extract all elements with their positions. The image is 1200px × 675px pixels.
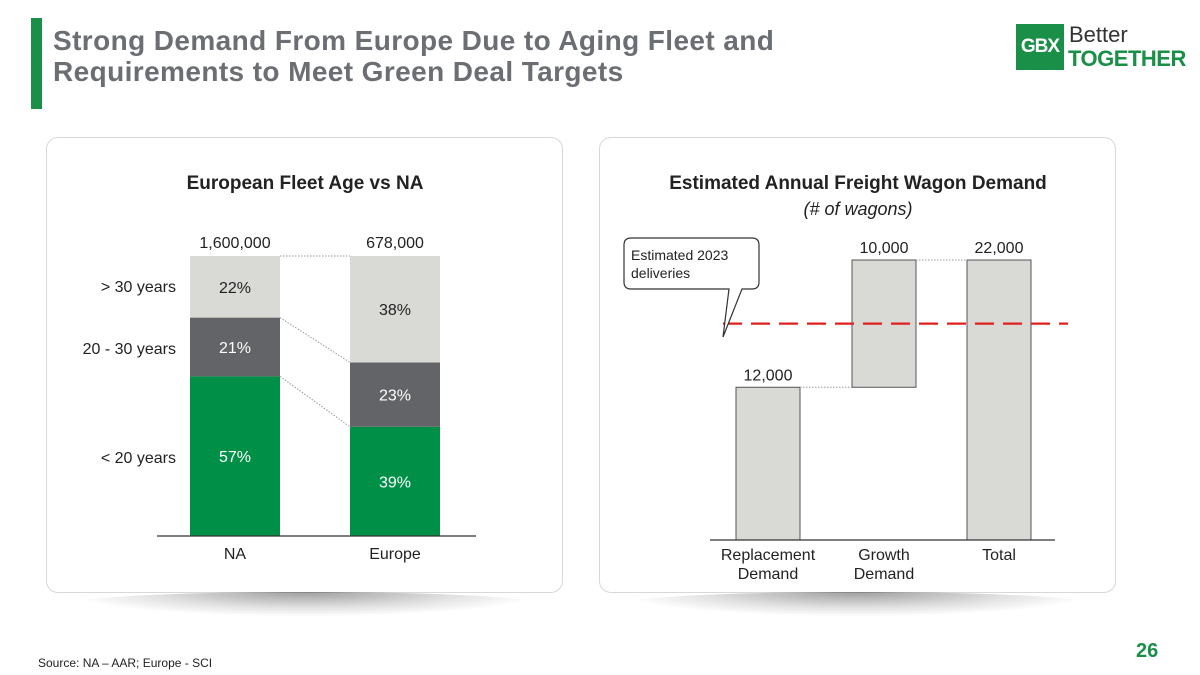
wagon-demand-chart-subtitle: (# of wagons) <box>803 199 912 219</box>
fleet-age-bar-na-segment <box>190 256 280 318</box>
wagon-demand-category-label: Growth <box>858 547 910 564</box>
fleet-age-total-label: 1,600,000 <box>199 235 270 252</box>
estimated-deliveries-callout-text: Estimated 2023 <box>631 247 728 263</box>
fleet-age-total-label: 678,000 <box>366 235 424 252</box>
fleet-age-bar-na-segment <box>190 376 280 536</box>
fleet-age-connector <box>279 375 351 428</box>
fleet-age-bar-na-segment <box>190 317 280 377</box>
wagon-demand-bar <box>966 259 1032 541</box>
slide-title: Strong Demand From Europe Due to Aging F… <box>53 25 775 87</box>
wagon-demand-bar <box>735 386 801 541</box>
page-number: 26 <box>1136 640 1159 662</box>
wagon-demand-chart-title: Estimated Annual Freight Wagon Demand <box>669 173 1047 194</box>
title-accent-bar <box>31 18 42 109</box>
fleet-age-row-label: 20 - 30 years <box>83 341 176 358</box>
wagon-demand-category-label: Replacement <box>721 547 816 564</box>
wagon-demand-value-label: 22,000 <box>975 240 1024 257</box>
panel-shadow-left <box>70 592 540 616</box>
fleet-age-bar-europe-segment <box>350 256 440 363</box>
logo-tagline-together: TOGETHER <box>1068 46 1186 71</box>
fleet-age-bar-europe-segment <box>350 362 440 427</box>
wagon-demand-category-label: Demand <box>854 566 914 583</box>
fleet-age-segment-label: 39% <box>379 474 411 491</box>
fleet-age-row-label: > 30 years <box>101 279 176 296</box>
fleet-age-category-label: Europe <box>369 546 421 563</box>
gbx-logo-mark: GBX <box>1016 24 1064 70</box>
source-note: Source: NA – AAR; Europe - SCI <box>38 656 213 670</box>
fleet-age-segment-label: 38% <box>379 302 411 319</box>
estimated-deliveries-callout <box>623 237 760 338</box>
estimated-deliveries-callout-text: deliveries <box>631 265 690 281</box>
panel-shadow-right <box>622 592 1092 616</box>
wagon-demand-category-label: Demand <box>738 566 798 583</box>
fleet-age-segment-label: 22% <box>219 280 251 297</box>
fleet-age-segment-label: 21% <box>219 340 251 357</box>
fleet-age-row-label: < 20 years <box>101 450 176 467</box>
wagon-demand-value-label: 10,000 <box>860 240 909 257</box>
fleet-age-segment-label: 23% <box>379 388 411 405</box>
fleet-age-segment-label: 57% <box>219 449 251 466</box>
fleet-age-panel <box>46 137 563 593</box>
logo-tagline-better: Better <box>1069 22 1128 47</box>
fleet-age-bar-europe-segment <box>350 426 440 536</box>
wagon-demand-value-label: 12,000 <box>744 367 793 384</box>
fleet-age-connector <box>279 317 351 363</box>
fleet-age-chart-title: European Fleet Age vs NA <box>187 173 424 194</box>
wagon-demand-category-label: Total <box>982 547 1016 564</box>
fleet-age-category-label: NA <box>224 546 247 563</box>
gbx-logo: GBX Better TOGETHER <box>1016 22 1186 72</box>
